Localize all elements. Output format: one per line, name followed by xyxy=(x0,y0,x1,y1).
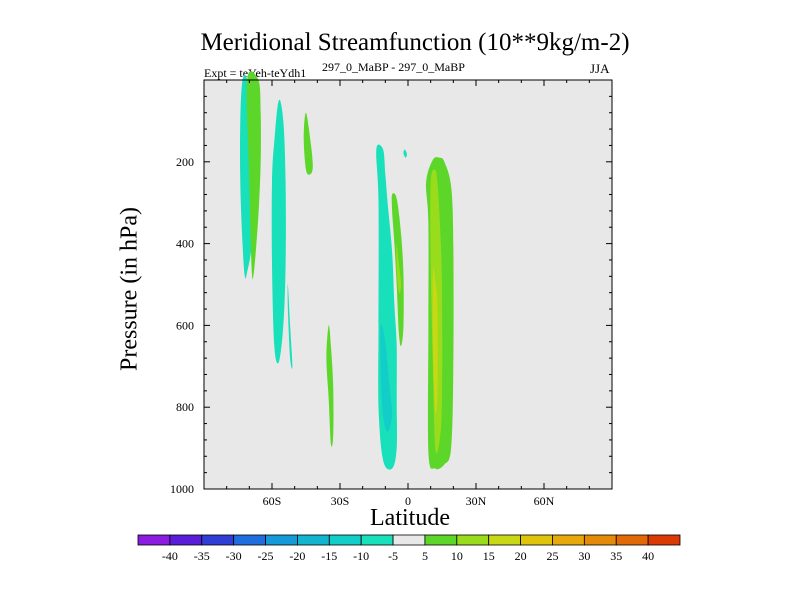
colorbar-swatch xyxy=(233,534,266,546)
colorbar-label: -5 xyxy=(388,549,398,563)
colorbar-swatch xyxy=(328,534,362,546)
colorbar-label: 15 xyxy=(483,549,495,563)
colorbar-label: 20 xyxy=(515,549,527,563)
plot-area xyxy=(204,80,612,489)
colorbar-swatch xyxy=(552,534,585,546)
y-tick-label: 600 xyxy=(176,318,194,332)
x-tick-label: 30S xyxy=(331,494,350,508)
colorbar-label: -40 xyxy=(162,549,178,563)
chart-subtitle-left: Expt = teYeh-teYdh1 xyxy=(204,66,307,80)
colorbar-label: -25 xyxy=(258,549,274,563)
contour-region--5 xyxy=(403,149,407,158)
y-tick-label: 400 xyxy=(176,237,194,251)
y-tick-label: 800 xyxy=(176,400,194,414)
colorbar-label: 40 xyxy=(642,549,654,563)
colorbar-label: 25 xyxy=(546,549,558,563)
chart-title: Meridional Streamfunction (10**9kg/m-2) xyxy=(200,29,630,56)
contour-region-10 xyxy=(396,243,402,294)
colorbar-label: 5 xyxy=(422,549,428,563)
colorbar-swatch xyxy=(615,534,649,546)
contour-region--5 xyxy=(287,284,293,369)
y-tick-label: 1000 xyxy=(170,482,194,496)
colorbar-swatch xyxy=(583,534,617,546)
contour-region-5 xyxy=(326,325,334,447)
colorbar-swatch xyxy=(392,534,426,546)
colorbar-swatch xyxy=(297,534,330,546)
contour-region--5 xyxy=(271,99,286,364)
colorbar-label: -10 xyxy=(353,549,369,563)
colorbar-swatch xyxy=(424,534,458,546)
y-tick-label: 200 xyxy=(176,155,194,169)
contour-region-15 xyxy=(432,267,438,414)
contour-region-5 xyxy=(303,112,313,175)
contour-region--10 xyxy=(380,324,393,432)
colorbar-swatch xyxy=(647,534,681,546)
colorbar-label: -30 xyxy=(226,549,242,563)
x-tick-label: 60S xyxy=(263,494,282,508)
colorbar-swatch xyxy=(488,534,521,546)
colorbar-swatch xyxy=(520,534,553,546)
colorbar-label: 35 xyxy=(610,549,622,563)
colorbar-swatch xyxy=(456,534,490,546)
x-tick-label: 0 xyxy=(405,494,411,508)
colorbar-swatch xyxy=(169,534,203,546)
chart-subtitle-center: 297_0_MaBP - 297_0_MaBP xyxy=(322,60,465,74)
colorbar-label: -20 xyxy=(289,549,305,563)
chart-subtitle-right: JJA xyxy=(590,61,610,76)
colorbar-swatch xyxy=(201,534,235,546)
colorbar-label: -35 xyxy=(194,549,210,563)
colorbar-label: 30 xyxy=(578,549,590,563)
contour-region-5 xyxy=(246,71,261,280)
colorbar-swatch xyxy=(137,534,171,546)
colorbar-label: -15 xyxy=(321,549,337,563)
x-tick-label: 60N xyxy=(534,494,555,508)
colorbar-swatch xyxy=(265,534,298,546)
colorbar-swatch xyxy=(360,534,394,546)
colorbar-label: 10 xyxy=(451,549,463,563)
x-axis-label: Latitude xyxy=(370,505,450,531)
x-tick-label: 30N xyxy=(466,494,487,508)
